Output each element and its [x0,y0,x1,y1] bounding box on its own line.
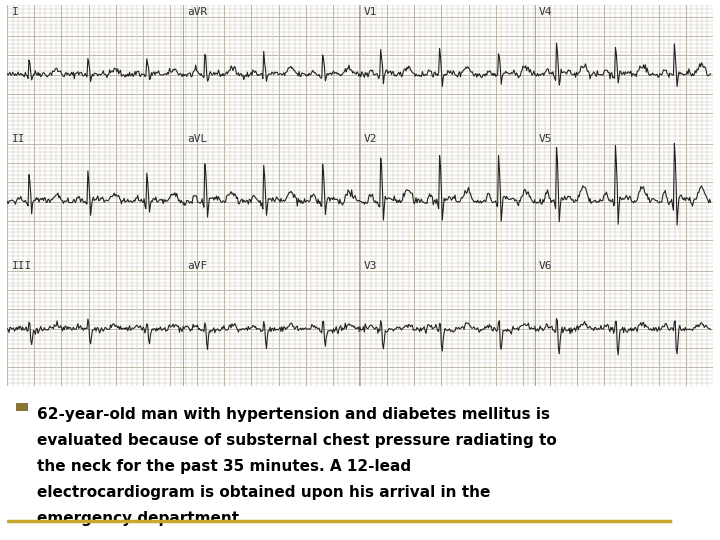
Text: evaluated because of substernal chest pressure radiating to: evaluated because of substernal chest pr… [37,433,557,448]
Text: I: I [12,7,18,17]
Text: V4: V4 [539,7,553,17]
Text: emergency department.: emergency department. [37,511,245,526]
Text: electrocardiogram is obtained upon his arrival in the: electrocardiogram is obtained upon his a… [37,485,490,500]
Text: 62-year-old man with hypertension and diabetes mellitus is: 62-year-old man with hypertension and di… [37,407,550,422]
Bar [16,403,28,411]
Text: aVL: aVL [187,134,207,144]
Text: V2: V2 [364,134,377,144]
Text: aVR: aVR [187,7,207,17]
Text: V3: V3 [364,261,377,271]
Text: V5: V5 [539,134,553,144]
Text: aVF: aVF [187,261,207,271]
Text: the neck for the past 35 minutes. A 12-lead: the neck for the past 35 minutes. A 12-l… [37,459,411,474]
Text: V6: V6 [539,261,553,271]
Text: III: III [12,261,32,271]
Text: II: II [12,134,25,144]
Text: V1: V1 [364,7,377,17]
